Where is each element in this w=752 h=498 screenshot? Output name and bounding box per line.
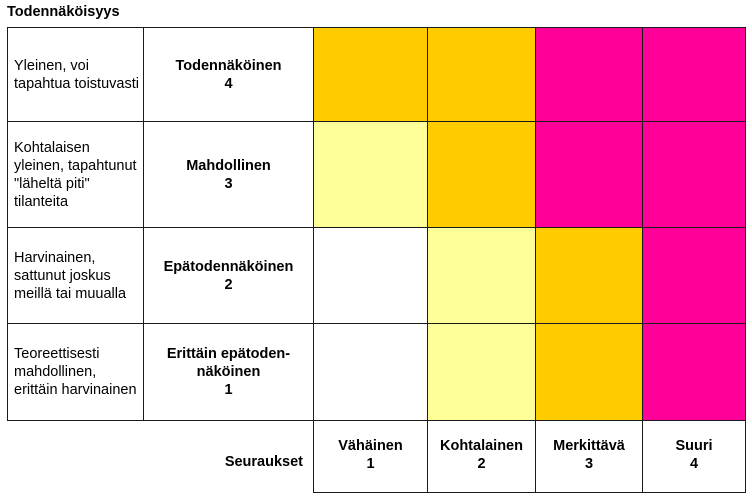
- likelihood-level: Erittäin epätoden-näköinen 1: [143, 323, 314, 421]
- risk-cell: [642, 323, 746, 421]
- risk-cell: [427, 323, 536, 421]
- consequence-number: 1: [366, 456, 375, 472]
- risk-matrix: Yleinen, voi tapahtua toistuvasti Todenn…: [7, 27, 746, 493]
- consequences-axis-label: Seuraukset: [224, 453, 303, 470]
- likelihood-level-label: Epätodennäköinen: [163, 258, 294, 275]
- risk-cell: [535, 323, 643, 421]
- likelihood-level-label: Todennäköinen: [175, 57, 282, 74]
- consequence-number: 2: [477, 456, 486, 472]
- consequence-label: Vähäinen: [338, 438, 403, 454]
- likelihood-row: Harvinainen, sattunut joskus meillä tai …: [7, 227, 746, 324]
- risk-cell: [313, 323, 428, 421]
- consequence-number: 3: [584, 456, 594, 472]
- likelihood-level-number: 1: [224, 382, 233, 398]
- footer-spacer: [8, 421, 144, 493]
- likelihood-level: Epätodennäköinen 2: [143, 227, 314, 324]
- risk-cell: [642, 121, 746, 228]
- likelihood-description: Harvinainen, sattunut joskus meillä tai …: [7, 227, 144, 324]
- consequence-header: Suuri 4: [642, 420, 746, 493]
- likelihood-level: Mahdollinen 3: [143, 121, 314, 228]
- likelihood-row: Teoreettisesti mahdollinen, erittäin har…: [7, 323, 746, 421]
- risk-cell: [535, 27, 643, 122]
- likelihood-level: Todennäköinen 4: [143, 27, 314, 122]
- risk-cell: [535, 121, 643, 228]
- risk-cell: [427, 121, 536, 228]
- likelihood-row: Kohtalaisen yleinen, tapahtunut "läheltä…: [7, 121, 746, 228]
- risk-cell: [535, 227, 643, 324]
- consequence-number: 4: [689, 456, 699, 472]
- likelihood-level-label: Mahdollinen: [186, 157, 271, 174]
- likelihood-level-number: 3: [224, 175, 233, 192]
- risk-cell: [313, 121, 428, 228]
- consequence-label: Merkittävä: [553, 438, 625, 454]
- likelihood-row: Yleinen, voi tapahtua toistuvasti Todenn…: [7, 27, 746, 122]
- consequence-header: Kohtalainen 2: [427, 420, 536, 493]
- page-title: Todennäköisyys: [7, 4, 120, 20]
- consequence-header: Vähäinen 1: [313, 420, 428, 493]
- consequences-row: Seuraukset Vähäinen 1 Kohtalainen 2 Merk…: [8, 420, 746, 493]
- likelihood-level-label: Erittäin epätoden-näköinen: [166, 346, 291, 380]
- likelihood-description: Teoreettisesti mahdollinen, erittäin har…: [7, 323, 144, 421]
- risk-cell: [427, 227, 536, 324]
- likelihood-level-number: 4: [224, 75, 233, 92]
- risk-cell: [642, 227, 746, 324]
- likelihood-description: Yleinen, voi tapahtua toistuvasti: [7, 27, 144, 122]
- risk-cell: [642, 27, 746, 122]
- consequence-header: Merkittävä 3: [535, 420, 643, 493]
- consequence-label: Kohtalainen: [440, 438, 523, 454]
- risk-cell: [427, 27, 536, 122]
- consequence-label: Suuri: [675, 438, 713, 454]
- risk-cell: [313, 227, 428, 324]
- likelihood-level-number: 2: [224, 276, 233, 293]
- likelihood-description: Kohtalaisen yleinen, tapahtunut "läheltä…: [7, 121, 144, 228]
- risk-cell: [313, 27, 428, 122]
